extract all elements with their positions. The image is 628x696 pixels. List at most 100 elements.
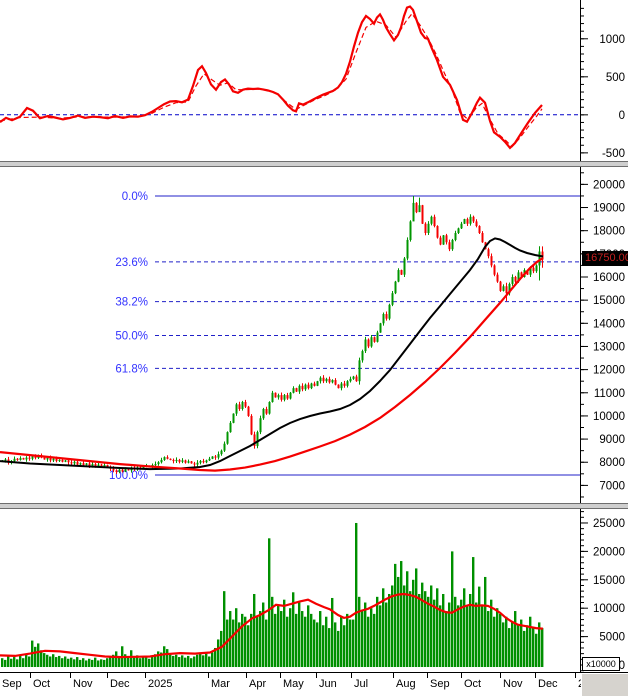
candle-body — [22, 458, 25, 460]
x-axis-tick — [246, 673, 247, 678]
y-axis-label: -500 — [602, 148, 625, 160]
candle-body — [475, 221, 478, 227]
candle-body — [223, 443, 226, 451]
volume-bar — [145, 657, 148, 668]
volume-bar — [7, 656, 10, 668]
volume-bar — [19, 655, 22, 668]
volume-bar — [100, 659, 103, 668]
candle-body — [31, 456, 34, 459]
volume-bar — [322, 625, 325, 668]
candle-body — [427, 223, 430, 233]
candle-body — [394, 281, 397, 294]
candle-body — [121, 469, 124, 472]
candle-body — [397, 270, 400, 282]
volume-bar — [409, 591, 412, 668]
volume-panel[interactable]: 25000 20000 15000 10000 5000 0 — [0, 509, 628, 672]
volume-bar — [289, 608, 292, 668]
volume-bar — [283, 599, 286, 668]
candle-body — [235, 404, 238, 414]
panel-separator[interactable] — [0, 503, 628, 509]
x-axis-tick — [70, 673, 71, 678]
candle-body — [25, 457, 28, 460]
candle-body — [214, 456, 217, 458]
volume-bar — [16, 659, 19, 668]
candle-body — [112, 468, 115, 471]
volume-bar — [88, 658, 91, 668]
x-axis-tick — [393, 673, 394, 678]
volume-bar — [358, 596, 361, 668]
volume-bar — [397, 576, 400, 668]
candle-body — [238, 404, 241, 409]
candle-body — [85, 463, 88, 466]
candle-body — [100, 464, 103, 467]
y-axis-label: 20000 — [593, 179, 625, 191]
volume-bar — [25, 654, 28, 668]
volume-bar — [526, 625, 529, 668]
candle-body — [361, 351, 364, 361]
candle-body — [16, 458, 19, 460]
y-axis-label: 15000 — [593, 295, 625, 307]
volume-bar — [40, 650, 43, 668]
volume-bar — [508, 628, 511, 668]
price-panel[interactable]: 0.0% 23.6% 38.2% 50.0% 61.8% 100.0% 20000 19000… — [0, 167, 628, 503]
volume-bar — [313, 619, 316, 668]
candle-body — [157, 462, 160, 465]
candle-body — [82, 463, 85, 466]
candle-body — [352, 376, 355, 379]
x-axis-label: Mar — [211, 678, 230, 690]
volume-bar — [430, 585, 433, 668]
volume-bar — [103, 659, 106, 668]
x-axis-label: Jun — [319, 678, 337, 690]
volume-bar — [379, 605, 382, 668]
volume-bar — [448, 602, 451, 668]
volume-bar — [28, 656, 31, 668]
volume-bar — [487, 611, 490, 668]
y-axis-label: 15000 — [593, 575, 625, 587]
fib-label: 23.6% — [115, 257, 148, 269]
candle-body — [217, 454, 220, 458]
x-axis-label: Oct — [33, 678, 51, 690]
candle-body — [61, 459, 64, 462]
y-axis-label: 18000 — [593, 226, 625, 238]
oscillator-plot[interactable]: 1000 500 0 -500 — [0, 0, 628, 161]
volume-bar — [421, 582, 424, 668]
indicator-signal — [0, 12, 543, 148]
volume-bar — [157, 651, 160, 668]
volume-bar — [175, 654, 178, 668]
y-axis-label: 20000 — [593, 546, 625, 558]
candle-body — [346, 381, 349, 386]
volume-bar — [361, 611, 364, 668]
volume-bar — [241, 613, 244, 668]
candle-body — [211, 456, 214, 459]
candle-body — [262, 408, 265, 419]
oscillator-panel[interactable]: 1000 500 0 -500 — [0, 0, 628, 161]
volume-bar — [382, 588, 385, 668]
volume-bar — [298, 602, 301, 668]
candle-body — [244, 402, 247, 407]
candle-body — [196, 462, 199, 465]
panel-separator[interactable] — [0, 161, 628, 167]
candle-body — [391, 293, 394, 305]
candle-body — [451, 239, 454, 250]
candle-body — [172, 459, 175, 462]
volume-bar — [427, 596, 430, 668]
candle-body — [481, 232, 484, 243]
volume-plot[interactable]: 25000 20000 15000 10000 5000 0 — [0, 509, 628, 672]
volume-bar — [511, 622, 514, 668]
volume-bar — [94, 657, 97, 668]
volume-bar — [493, 616, 496, 668]
x-axis-strip[interactable]: Sep Oct Nov Dec 2025 Mar Apr May Jun Jul Aug Sep Oct… — [0, 672, 628, 696]
volume-bar — [376, 596, 379, 668]
candle-body — [241, 402, 244, 409]
candle-body — [34, 456, 37, 459]
candle-body — [388, 304, 391, 319]
volume-bar — [355, 522, 358, 668]
x-axis-label: Jul — [354, 678, 369, 690]
volume-bar — [85, 660, 88, 668]
volume-bar — [61, 658, 64, 668]
volume-bar — [58, 655, 61, 668]
y-axis-label: 0 — [619, 660, 625, 672]
x-axis-tick — [316, 673, 317, 678]
y-axis-label: 13000 — [593, 341, 625, 353]
price-plot[interactable]: 0.0% 23.6% 38.2% 50.0% 61.8% 100.0% 20000 19000… — [0, 167, 628, 503]
